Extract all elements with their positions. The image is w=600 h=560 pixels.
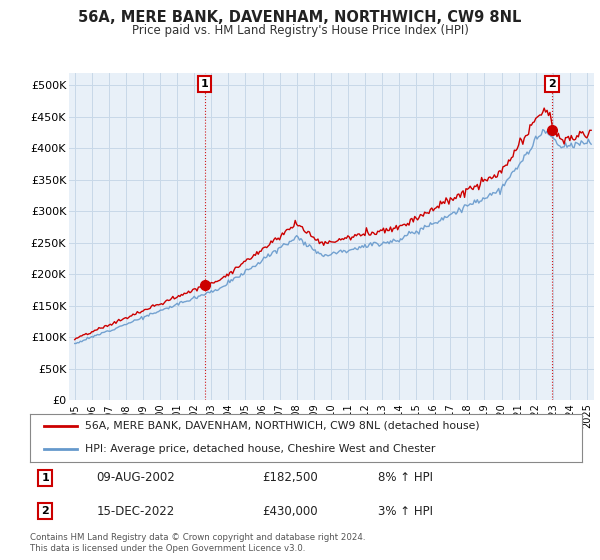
Text: 56A, MERE BANK, DAVENHAM, NORTHWICH, CW9 8NL: 56A, MERE BANK, DAVENHAM, NORTHWICH, CW9…	[79, 10, 521, 25]
Text: 1: 1	[41, 473, 49, 483]
Text: 1: 1	[200, 80, 208, 89]
Text: 2: 2	[41, 506, 49, 516]
Text: £182,500: £182,500	[262, 471, 317, 484]
Text: Price paid vs. HM Land Registry's House Price Index (HPI): Price paid vs. HM Land Registry's House …	[131, 24, 469, 36]
Text: 2: 2	[548, 80, 556, 89]
Text: HPI: Average price, detached house, Cheshire West and Chester: HPI: Average price, detached house, Ches…	[85, 444, 436, 454]
Text: 15-DEC-2022: 15-DEC-2022	[96, 505, 175, 517]
Text: 09-AUG-2002: 09-AUG-2002	[96, 471, 175, 484]
Text: 3% ↑ HPI: 3% ↑ HPI	[378, 505, 433, 517]
Text: £430,000: £430,000	[262, 505, 317, 517]
Text: 8% ↑ HPI: 8% ↑ HPI	[378, 471, 433, 484]
Text: 56A, MERE BANK, DAVENHAM, NORTHWICH, CW9 8NL (detached house): 56A, MERE BANK, DAVENHAM, NORTHWICH, CW9…	[85, 421, 480, 431]
Text: Contains HM Land Registry data © Crown copyright and database right 2024.
This d: Contains HM Land Registry data © Crown c…	[30, 533, 365, 553]
